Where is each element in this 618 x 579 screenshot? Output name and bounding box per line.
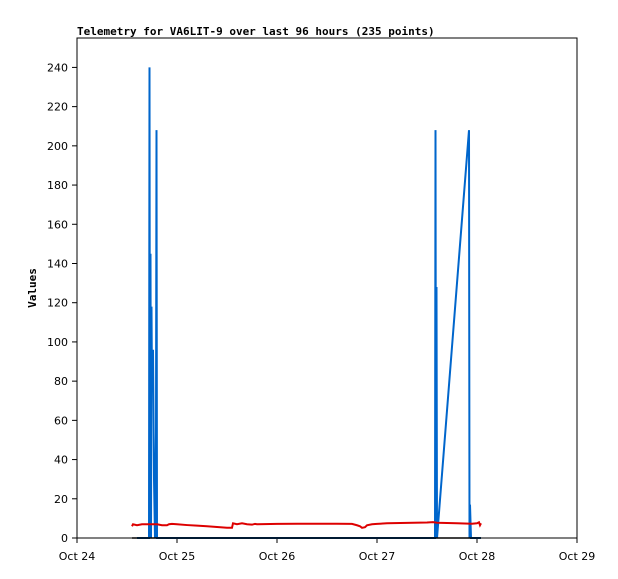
y-axis-label: Values xyxy=(26,268,39,308)
y-tick-label: 40 xyxy=(54,454,68,467)
red-series-line xyxy=(131,520,482,529)
y-tick-label: 200 xyxy=(47,140,68,153)
y-tick-label: 60 xyxy=(54,414,68,427)
series-layer xyxy=(131,67,482,539)
y-tick-label: 160 xyxy=(47,218,68,231)
x-tick-label: Oct 26 xyxy=(259,550,296,563)
y-tick-label: 100 xyxy=(47,336,68,349)
y-tick-label: 180 xyxy=(47,179,68,192)
x-tick-label: Oct 25 xyxy=(159,550,196,563)
y-tick-label: 240 xyxy=(47,61,68,74)
y-tick-label: 80 xyxy=(54,375,68,388)
chart-title: Telemetry for VA6LIT-9 over last 96 hour… xyxy=(77,25,435,38)
x-tick-label: Oct 24 xyxy=(59,550,96,563)
x-tick-label: Oct 27 xyxy=(359,550,396,563)
y-tick-label: 140 xyxy=(47,257,68,270)
x-tick-label: Oct 29 xyxy=(559,550,596,563)
x-tick-label: Oct 28 xyxy=(459,550,496,563)
y-tick-label: 0 xyxy=(61,532,68,545)
y-tick-label: 20 xyxy=(54,493,68,506)
y-tick-label: 220 xyxy=(47,101,68,114)
axis-ticks: 0 20 40 60 80 100 120 140 160 180 200 220 240 Oct 24 O… xyxy=(47,61,595,563)
y-tick-label: 120 xyxy=(47,297,68,310)
